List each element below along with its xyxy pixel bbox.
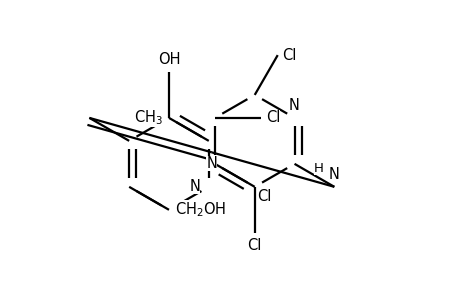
- Text: Cl: Cl: [282, 48, 296, 63]
- Text: OH: OH: [157, 52, 180, 67]
- Text: CH$_3$: CH$_3$: [134, 109, 162, 127]
- Text: Cl: Cl: [247, 238, 261, 253]
- Text: Cl: Cl: [265, 110, 280, 125]
- Text: N: N: [206, 156, 217, 171]
- Text: Cl: Cl: [257, 189, 271, 204]
- Text: N: N: [288, 98, 299, 113]
- Text: H: H: [313, 162, 323, 175]
- Text: N: N: [328, 167, 339, 182]
- Text: CH$_2$OH: CH$_2$OH: [174, 200, 226, 219]
- Text: N: N: [189, 179, 200, 194]
